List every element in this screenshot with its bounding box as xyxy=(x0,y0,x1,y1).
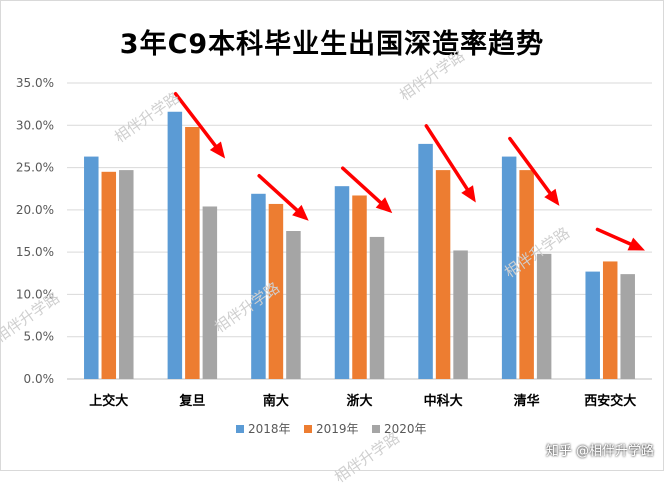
trend-arrow-head xyxy=(544,188,560,206)
legend-swatch xyxy=(372,425,380,433)
bar xyxy=(334,186,350,379)
bar xyxy=(286,231,301,379)
trend-arrow-head xyxy=(209,141,226,159)
source-credit: 知乎 @相伴升学路 xyxy=(545,444,654,459)
legend-label: 2019年 xyxy=(316,422,359,436)
bar xyxy=(251,193,266,379)
trend-arrow xyxy=(424,124,469,191)
x-tick-label: 西安交大 xyxy=(584,393,636,409)
bar xyxy=(352,195,367,379)
legend-swatch xyxy=(236,425,244,433)
trend-arrow-head xyxy=(375,197,393,214)
bar xyxy=(101,171,117,379)
bar xyxy=(268,203,284,379)
bar xyxy=(119,170,134,379)
x-tick-label: 复旦 xyxy=(178,393,205,409)
x-tick-label: 南大 xyxy=(263,393,289,409)
trend-arrow xyxy=(595,227,633,246)
trend-arrow xyxy=(341,166,383,205)
bar xyxy=(167,111,183,380)
y-tick-label: 0.0% xyxy=(24,372,55,386)
bar xyxy=(453,250,468,379)
trend-arrow xyxy=(508,136,552,195)
y-tick-label: 15.0% xyxy=(16,245,54,259)
bar xyxy=(435,170,451,379)
trend-arrow-head xyxy=(627,237,645,251)
trend-arrow xyxy=(257,174,299,212)
bar xyxy=(185,126,200,379)
chart-title: 3年C9本科毕业生出国深造率趋势 xyxy=(119,29,545,60)
bar xyxy=(501,156,517,379)
bar xyxy=(202,206,218,379)
bar xyxy=(418,143,433,379)
bar xyxy=(620,274,635,379)
x-tick-label: 浙大 xyxy=(346,393,372,409)
y-tick-label: 5.0% xyxy=(24,330,55,344)
y-tick-label: 25.0% xyxy=(16,161,54,175)
bar xyxy=(585,271,600,379)
legend-label: 2020年 xyxy=(384,422,427,436)
legend-swatch xyxy=(304,425,312,433)
bar xyxy=(369,236,385,379)
trend-arrow xyxy=(173,92,218,148)
bar xyxy=(84,156,99,379)
bar xyxy=(519,170,534,379)
bar xyxy=(602,261,618,379)
y-tick-label: 30.0% xyxy=(16,118,54,132)
x-tick-label: 上交大 xyxy=(89,393,128,409)
y-tick-label: 35.0% xyxy=(16,76,54,90)
trend-arrow-head xyxy=(292,204,309,221)
y-tick-label: 20.0% xyxy=(16,203,54,217)
trend-arrow-head xyxy=(461,185,476,203)
bar-chart: 0.0% 5.0% 10.0% 15.0% 20.0% 25.0% 30.0% 35.0% 上交… xyxy=(16,76,652,436)
x-tick-label: 中科大 xyxy=(424,393,463,409)
y-tick-label: 10.0% xyxy=(16,287,54,301)
bar xyxy=(536,253,552,379)
legend-label: 2018年 xyxy=(248,422,291,436)
x-tick-label: 清华 xyxy=(514,393,540,409)
